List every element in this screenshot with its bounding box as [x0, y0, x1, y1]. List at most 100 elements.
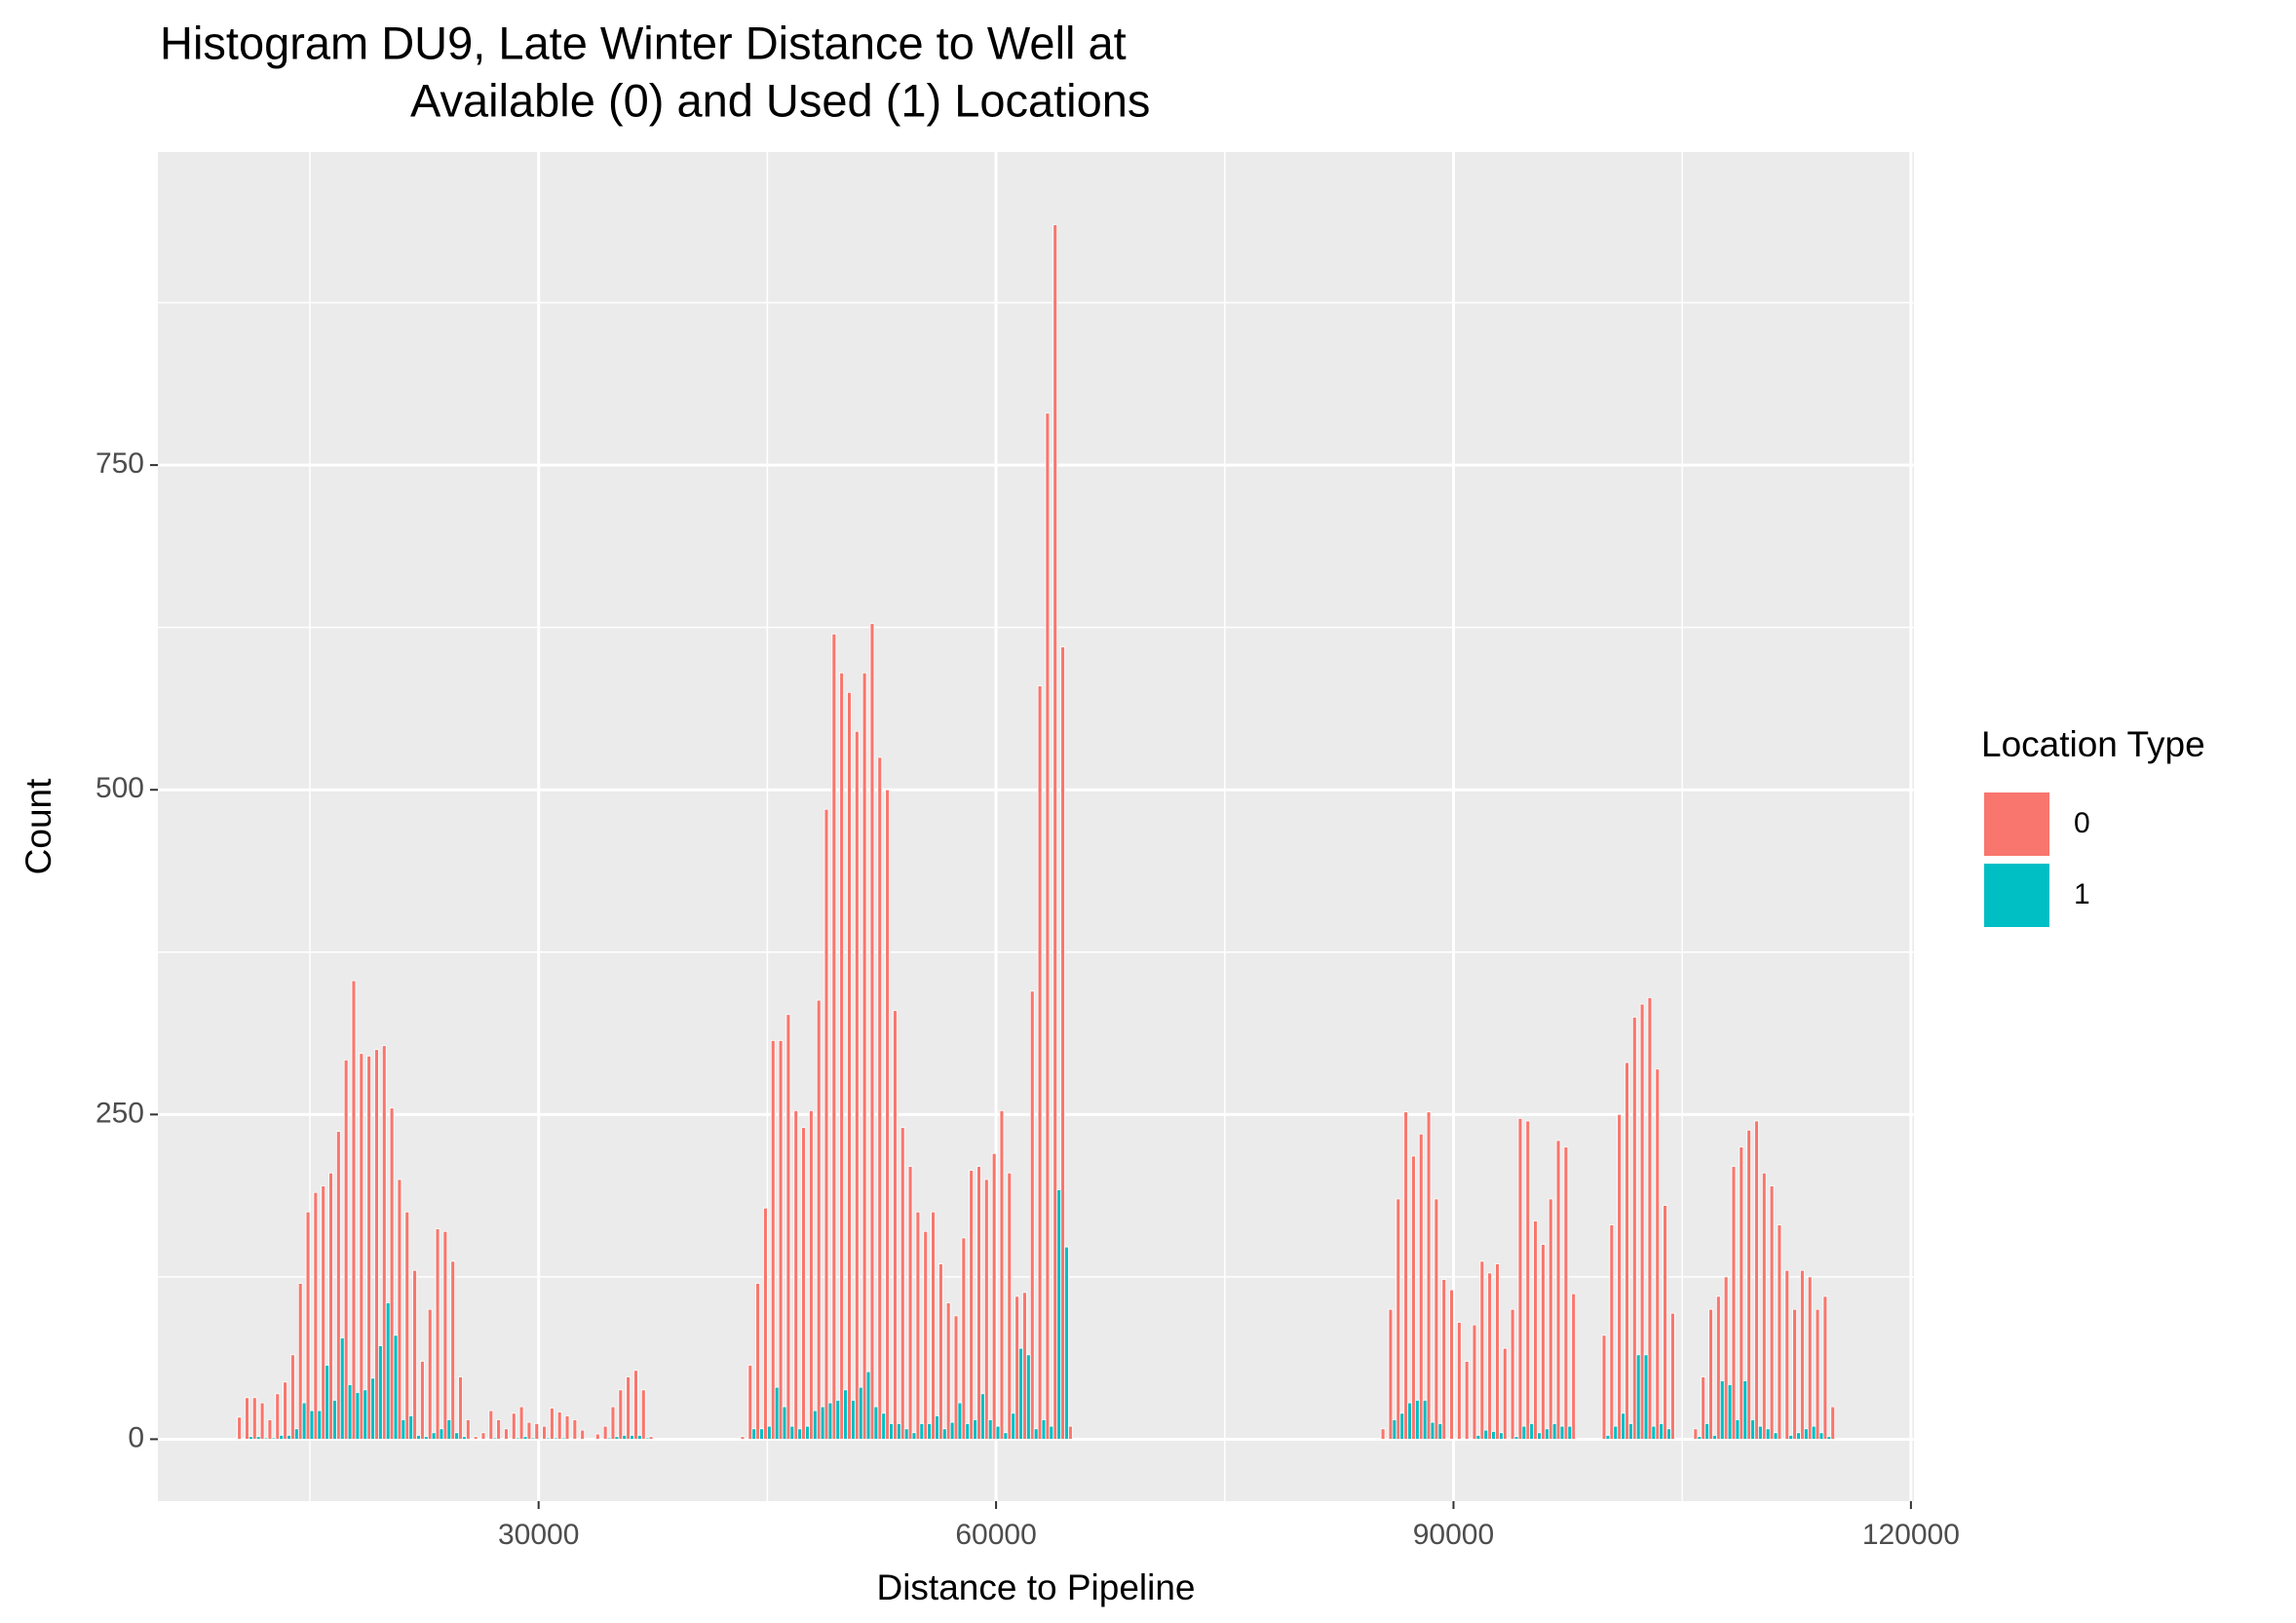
histogram-bar: [636, 1435, 642, 1440]
histogram-bar: [1033, 1428, 1039, 1440]
histogram-bar: [1052, 224, 1058, 1440]
histogram-bar: [1659, 1423, 1665, 1440]
histogram-bar: [626, 1376, 631, 1440]
histogram-bar: [1513, 1436, 1519, 1440]
histogram-bar: [980, 1393, 985, 1440]
histogram-bar: [351, 980, 357, 1440]
histogram-bar: [1765, 1428, 1771, 1440]
histogram-bar: [237, 1416, 242, 1440]
legend-label: 1: [2074, 878, 2090, 910]
legend-title: Location Type: [1981, 724, 2205, 764]
histogram-bar: [893, 1010, 898, 1440]
histogram-bar: [385, 1302, 391, 1440]
histogram-bar: [1727, 1384, 1733, 1440]
histogram-bar: [1399, 1412, 1405, 1440]
histogram-bar: [1525, 1120, 1531, 1440]
histogram-bar: [473, 1436, 478, 1440]
histogram-bar: [1441, 1279, 1447, 1440]
histogram-bar: [458, 1376, 463, 1440]
histogram-bar: [907, 1166, 913, 1440]
histogram-bar: [332, 1400, 337, 1440]
histogram-bar: [572, 1419, 578, 1440]
histogram-bar: [610, 1406, 616, 1440]
histogram-bar: [271, 1437, 277, 1440]
y-tick-label: 500: [96, 772, 144, 804]
histogram-bar: [881, 1412, 887, 1440]
histogram-bar: [542, 1425, 547, 1440]
x-axis-title: Distance to Pipeline: [876, 1567, 1195, 1607]
histogram-bar: [1434, 1198, 1439, 1440]
histogram-bar: [941, 1428, 947, 1440]
histogram-bar: [305, 1211, 311, 1440]
histogram-bar: [378, 1345, 383, 1440]
histogram-bar: [1601, 1334, 1607, 1440]
histogram-bar: [953, 1315, 959, 1440]
x-tick-label: 60000: [955, 1519, 1036, 1551]
histogram-bar: [1826, 1436, 1832, 1440]
histogram-bar: [1697, 1436, 1703, 1440]
histogram-bar: [1407, 1402, 1412, 1440]
histogram-bar: [889, 1423, 894, 1440]
histogram-bar: [1735, 1419, 1741, 1440]
histogram-bar: [931, 1211, 936, 1440]
histogram-bar: [488, 1410, 494, 1440]
histogram-bar: [580, 1429, 586, 1440]
histogram-bar: [550, 1408, 555, 1440]
histogram-bar: [770, 1039, 776, 1440]
histogram-bar: [1567, 1425, 1573, 1440]
histogram-bar: [957, 1402, 963, 1440]
histogram-bar: [1605, 1435, 1611, 1440]
histogram-bar: [1631, 1017, 1637, 1440]
histogram-bar: [865, 1371, 871, 1440]
histogram-bar: [393, 1334, 399, 1440]
histogram-bar: [1613, 1425, 1619, 1440]
histogram-bar: [640, 1389, 646, 1440]
histogram-bar: [766, 1425, 772, 1440]
histogram-bar: [633, 1370, 638, 1440]
histogram-bar: [259, 1402, 265, 1440]
histogram-bar: [446, 1419, 452, 1440]
histogram-bar: [1022, 1292, 1027, 1440]
histogram-bar: [858, 1386, 863, 1440]
histogram-bar: [462, 1436, 467, 1440]
histogram-bar: [1777, 1224, 1782, 1440]
histogram-bar: [1541, 1244, 1546, 1440]
histogram-bar: [370, 1377, 375, 1440]
histogram-bar: [1056, 1189, 1061, 1440]
histogram-bar: [1472, 1324, 1477, 1440]
y-axis-title: Count: [19, 778, 58, 874]
histogram-bar: [1639, 1003, 1645, 1440]
legend-key: [1984, 864, 2049, 927]
histogram-bar: [991, 1152, 997, 1440]
histogram-bar: [1551, 1423, 1557, 1440]
histogram-bar: [1758, 1425, 1763, 1440]
histogram-bar: [965, 1423, 971, 1440]
histogram-bar: [938, 1263, 943, 1440]
histogram-bar: [1049, 1425, 1054, 1440]
chart-title-line-2: Available (0) and Used (1) Locations: [410, 74, 1150, 126]
histogram-bar: [1769, 1185, 1775, 1440]
histogram-bar: [923, 1230, 929, 1440]
histogram-bar: [797, 1428, 802, 1440]
histogram-bar: [919, 1423, 925, 1440]
histogram-bar: [366, 1055, 371, 1440]
histogram-bar: [1788, 1435, 1794, 1440]
histogram-bar: [927, 1423, 932, 1440]
histogram-bar: [435, 1228, 440, 1440]
histogram-bar: [602, 1425, 608, 1440]
histogram-bar: [301, 1402, 307, 1440]
histogram-bar: [1742, 1380, 1748, 1440]
histogram-bar: [546, 1437, 551, 1440]
histogram-bar: [1719, 1380, 1725, 1440]
histogram-bar: [1651, 1425, 1657, 1440]
histogram-bar: [496, 1419, 501, 1440]
histogram-bar: [389, 1107, 395, 1440]
histogram-bar: [1704, 1423, 1709, 1440]
histogram-bar: [755, 1283, 760, 1440]
histogram-bar: [877, 756, 883, 1440]
histogram-bar: [343, 1059, 349, 1440]
histogram-bar: [1544, 1428, 1550, 1440]
histogram-bar: [245, 1397, 249, 1440]
histogram-bar: [279, 1435, 285, 1440]
histogram-bar: [1380, 1428, 1386, 1440]
